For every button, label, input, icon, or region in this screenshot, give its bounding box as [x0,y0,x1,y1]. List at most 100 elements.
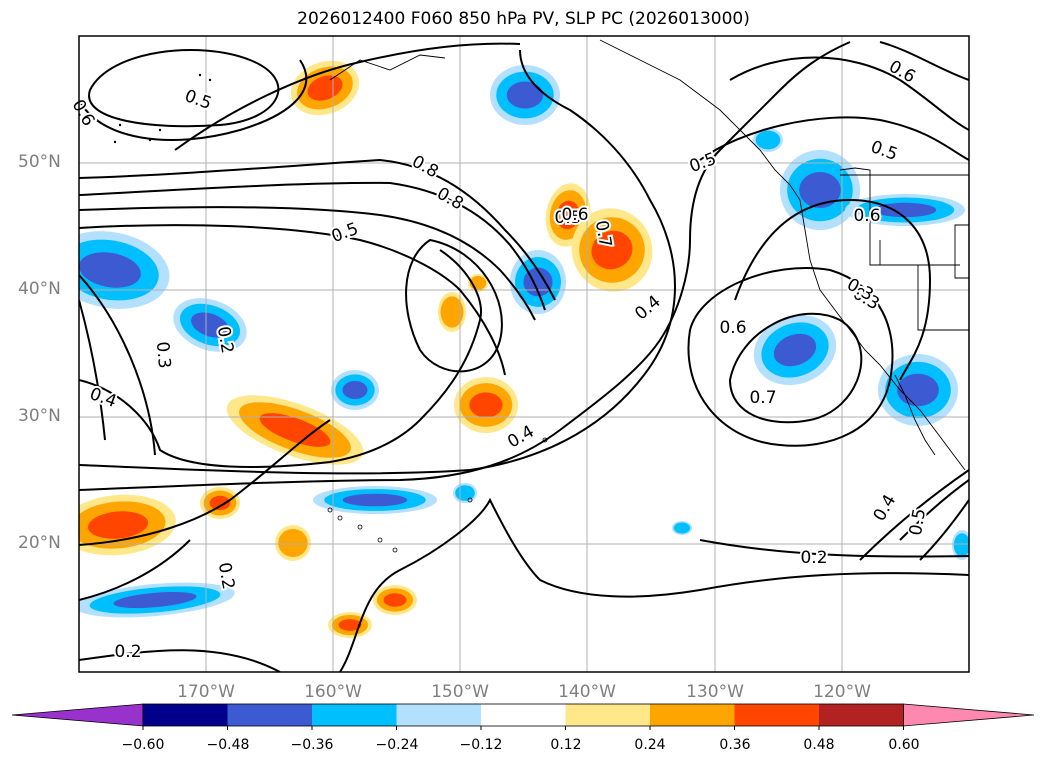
colorbar-tick-label: −0.24 [375,737,419,753]
contour-label: 0.4 [631,292,665,325]
lon-label-120w: 120°W [813,682,871,702]
colorbar-segment [650,704,735,726]
contour-label: 0.6 [719,318,746,338]
colorbar-tick-label: 0.36 [719,737,751,753]
colorbar-tick-label: 0.12 [550,737,582,753]
colorbar-tick-label: −0.48 [206,737,250,753]
contour-label: 0.7 [749,388,776,408]
slp-contour [79,49,676,475]
colorbar-segment [481,704,566,726]
map-frame [78,35,970,673]
positive-pv-patch [454,377,518,433]
lat-label-50n: 50°N [18,152,61,172]
contour-label: 0.2 [800,548,827,568]
contour-label: 0.5 [554,208,581,228]
lat-label-30n: 30°N [18,406,61,426]
contour-label: 0.6 [68,96,99,129]
contour-label: 0.4 [870,491,901,524]
slp-contour [729,56,969,131]
contour-label: 0.5 [906,507,930,537]
slp-contour [405,238,503,373]
colorbar-segment [143,704,228,726]
colorbar-segment [396,704,481,726]
coastline-layer [113,39,969,553]
colorbar [11,703,1035,730]
positive-pv-patch [438,292,466,332]
island [357,524,363,530]
contour-label: 0.6 [853,206,880,226]
colorbar-extend-high [903,703,1035,727]
negative-pv-patch [331,370,379,410]
contour-label: 0.5 [329,219,361,247]
slp-contour [728,312,863,424]
map-title: 2026012400 F060 850 hPa PV, SLP PC (2026… [297,9,750,29]
slp-contour [79,59,308,141]
island [158,128,162,132]
positive-pv-patch [79,494,176,556]
contour-label: 0.4 [87,384,119,412]
negative-pv-patch [313,486,437,514]
island [467,497,473,503]
negative-pv-patch [173,298,247,352]
slp-contour [79,539,191,601]
lon-label-170w: 170°W [177,682,235,702]
slp-contour [88,49,280,128]
island [198,73,202,77]
negative-pv-patch [510,250,566,314]
contour-label: 0.6 [885,57,918,88]
positive-pv-patch [328,612,372,638]
slp-contour [687,267,894,447]
island [208,78,212,82]
negative-pv-patch [453,483,477,503]
contour-label: 0.5 [687,149,719,177]
contour-label: 0.5 [182,86,214,114]
negative-pv-patch [79,231,170,309]
lat-label-20n: 20°N [18,533,61,553]
island [392,547,398,553]
colorbar-tick-label: −0.60 [121,737,165,753]
colorbar-segment [565,704,650,726]
slp-contour [734,198,932,381]
slp-contour [79,649,281,672]
slp-contour [899,479,969,541]
negative-pv-patch [672,521,692,535]
colorbar-segment [227,704,312,726]
contour-label: 0.8 [408,152,441,183]
slp-contour [859,469,969,561]
lon-label-130w: 130°W [686,682,744,702]
slp-contour [879,41,969,81]
lat-label-40n: 40°N [18,279,61,299]
contour-label: 0.2 [114,642,141,662]
contour-label: 0.6 [561,205,588,225]
colorbar-tick-label: −0.36 [290,737,334,753]
lon-label-140w: 140°W [558,682,616,702]
slp-contour [919,499,969,561]
contour-label: 0.3 [152,341,174,370]
colorbar-tick-label: 0.24 [634,737,666,753]
contour-label-layer: 0.50.60.80.50.80.70.50.5 0.60.60.20.30.40… [66,55,933,664]
negative-pv-patch [753,128,783,152]
colorbar-segment [312,704,397,726]
positive-pv-patch [226,395,364,465]
colorbar-tick-label: 0.48 [803,737,835,753]
negative-pv-patch [79,582,235,618]
island [337,515,343,521]
coastline [839,167,960,266]
colorbar-segment [734,704,819,726]
colorbar-tick-label: 0.60 [888,737,920,753]
island [118,123,122,127]
coastline [917,265,969,331]
slp-contour [79,419,331,546]
slp-contour [79,41,851,491]
slp-contour [79,224,506,376]
slp-contour [699,539,969,558]
slp-contour [339,497,969,672]
negative-pv-patch [753,314,837,386]
coastline [329,54,446,81]
slp-contour-layer [79,41,969,672]
slp-contour [79,206,536,321]
positive-pv-patch [571,208,653,292]
negative-pv-patch [952,530,969,560]
coastline [894,374,936,456]
